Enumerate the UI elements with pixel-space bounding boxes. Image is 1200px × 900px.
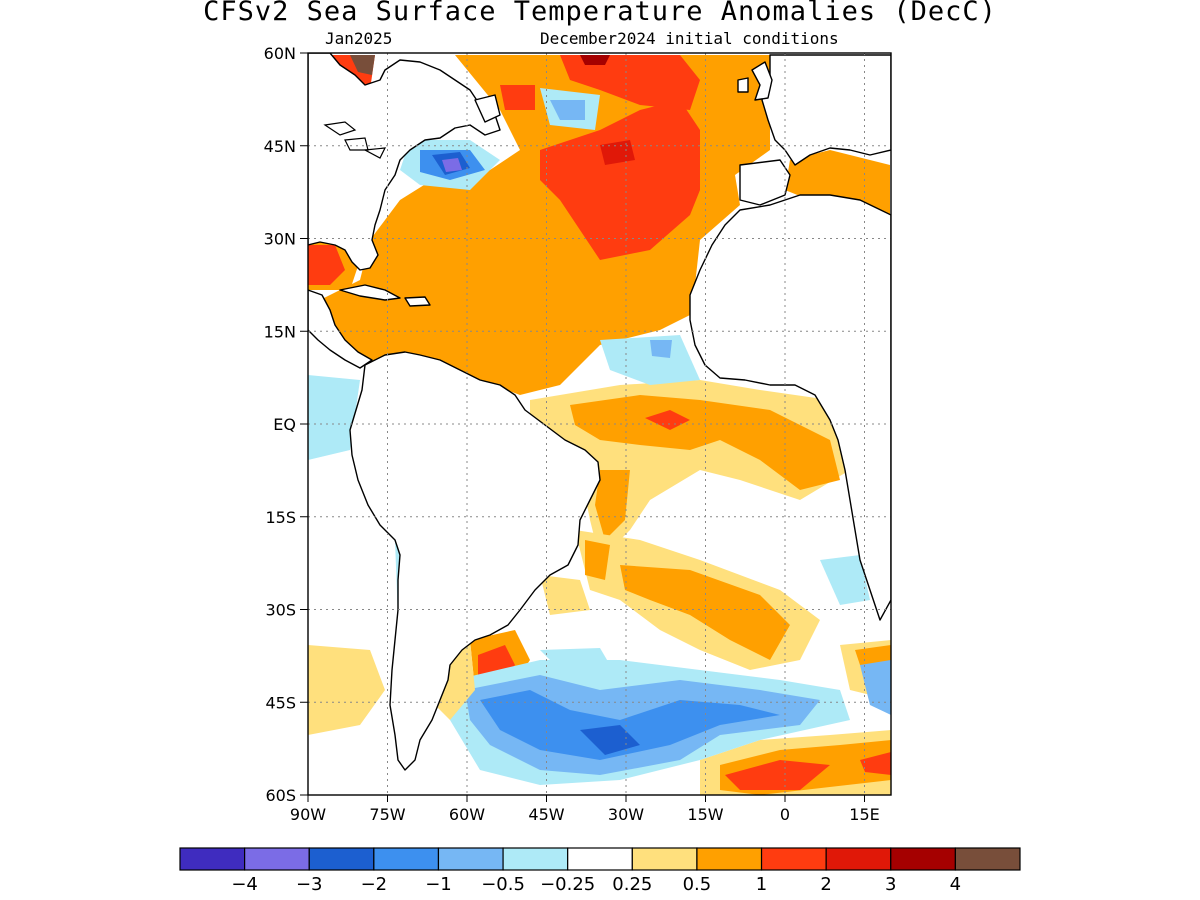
colorbar-swatch: [760, 847, 827, 871]
colorbar-label: −0.25: [540, 874, 595, 895]
central-america: [308, 289, 373, 369]
lat-label: 15N: [264, 322, 296, 341]
forecast-month: Jan2025: [325, 29, 393, 48]
anomaly-region: [308, 375, 360, 460]
newfoundland: [474, 94, 501, 123]
colorbar-swatch: [437, 847, 504, 871]
colorbar-label: 1: [756, 874, 767, 895]
anomaly-region: [500, 85, 535, 110]
anomaly-region: [650, 340, 672, 358]
lat-label: EQ: [273, 415, 296, 434]
colorbar-swatch: [631, 847, 698, 871]
colorbar-swatch: [502, 847, 569, 871]
north-america: [308, 53, 501, 271]
colorbar-swatch: [244, 847, 310, 871]
anomaly-region: [820, 555, 870, 605]
gridlines: [308, 53, 891, 795]
africa: [689, 194, 891, 621]
colorbar-label: 2: [820, 874, 831, 895]
lon-label: 15E: [849, 805, 879, 824]
lon-label: 45W: [528, 805, 564, 824]
anomaly-region: [580, 725, 640, 755]
colorbar-label: 3: [885, 874, 896, 895]
anomaly-region: [442, 158, 462, 172]
anomaly-region: [600, 335, 700, 385]
anomaly-region: [585, 540, 610, 580]
south-america: [349, 351, 601, 771]
longitude-labels: 90W 75W 60W 45W 30W 15W 0 15E: [290, 795, 880, 824]
colorbar-label: −3: [296, 874, 323, 895]
lon-label: 30W: [608, 805, 644, 824]
colorbar-label: −2: [361, 874, 388, 895]
colorbar-label: −0.5: [481, 874, 525, 895]
colorbar-label: −1: [425, 874, 452, 895]
colorbar-swatch: [890, 847, 956, 871]
anomaly-region: [595, 470, 630, 540]
colorbar-label: −4: [231, 874, 258, 895]
colorbar-swatch: [373, 847, 440, 871]
initial-conditions: December2024 initial conditions: [540, 29, 839, 48]
colorbar-swatch: [954, 847, 1021, 871]
iberia: [739, 159, 791, 206]
lon-label: 15W: [687, 805, 723, 824]
latitude-labels: 60N 45N 30N 15N EQ 15S 30S 45S 60S: [264, 44, 308, 805]
lon-label: 90W: [290, 805, 326, 824]
colorbar-label: 0.5: [683, 874, 712, 895]
anomaly-region: [540, 100, 700, 260]
lon-label: 60W: [449, 805, 485, 824]
anomaly-region: [308, 645, 385, 735]
anomaly-region: [560, 55, 700, 110]
anomaly-region: [580, 55, 610, 65]
anomaly-region: [860, 752, 891, 775]
hispaniola: [404, 296, 431, 307]
great-britain: [751, 61, 773, 101]
colorbar-swatch: [179, 847, 246, 871]
colorbar-swatch: [825, 847, 892, 871]
lat-label: 60S: [265, 786, 296, 805]
colorbar-swatch: [696, 847, 763, 871]
anomaly-region: [540, 575, 590, 615]
cuba: [339, 284, 401, 301]
lon-label: 75W: [369, 805, 405, 824]
landmasses: [308, 53, 891, 771]
lon-label: 0: [780, 805, 790, 824]
lat-label: 30N: [264, 230, 296, 249]
ireland: [737, 77, 749, 93]
chart-title: CFSv2 Sea Surface Temperature Anomalies …: [203, 0, 997, 27]
lat-label: 45S: [265, 693, 296, 712]
europe: [761, 54, 891, 166]
lat-label: 15S: [265, 508, 296, 527]
anomaly-region: [860, 660, 891, 715]
anomaly-region: [645, 410, 690, 430]
lat-label: 30S: [265, 601, 296, 620]
colorbar-label: 4: [950, 874, 961, 895]
anomaly-region: [550, 100, 585, 120]
lat-label: 45N: [264, 137, 296, 156]
colorbar: −4 −3 −2 −1 −0.5 −0.25 0.25 0.5 1 2 3 4: [179, 847, 1021, 895]
anomaly-region: [540, 648, 610, 670]
anomaly-region: [725, 760, 830, 790]
anomaly-region: [308, 245, 345, 285]
anomaly-region: [570, 395, 840, 490]
anomaly-field: [308, 53, 891, 795]
colorbar-swatch: [308, 847, 375, 871]
colorbar-label: 0.25: [612, 874, 652, 895]
anomaly-region: [350, 55, 375, 75]
lat-label: 60N: [264, 44, 296, 63]
colorbar-swatch: [567, 847, 633, 871]
